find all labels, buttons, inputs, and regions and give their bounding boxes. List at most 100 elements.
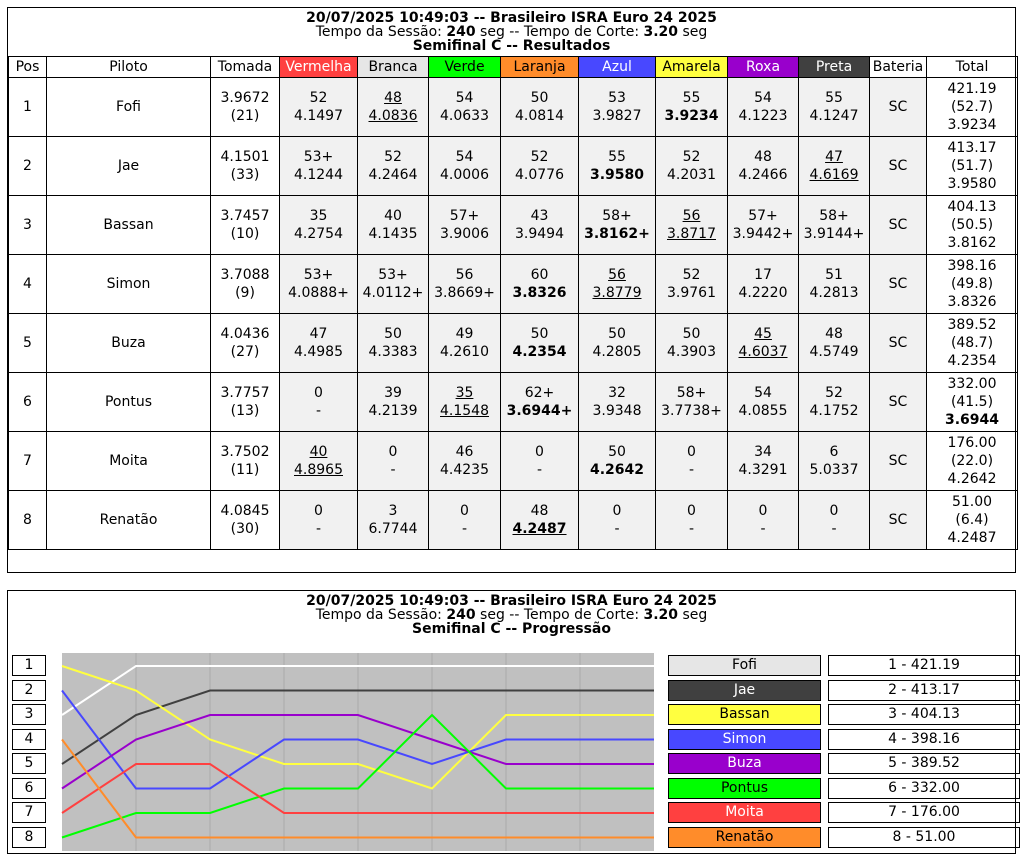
pos-cell: 8: [8, 490, 47, 550]
bateria-cell: SC: [869, 136, 927, 196]
lane-cell-laranja: 52 4.0776: [500, 136, 579, 196]
lane-cell-branca: 3 6.7744: [357, 490, 429, 550]
final-score: 5 - 389.52: [828, 753, 1020, 774]
bateria-cell: SC: [869, 195, 927, 255]
progression-area: 1 2 3 4 5 6 7 8 Fofi 1 - 421.19 Jae 2 - 413.17 Bassa…: [8, 652, 1020, 852]
lane-cell-branca: 53+ 4.0112+: [357, 254, 429, 314]
col-header-preta: Preta: [798, 56, 870, 78]
total-cell: 421.19 (52.7) 3.9234: [926, 77, 1018, 137]
tomada-cell: 3.7502 (11): [210, 431, 280, 491]
lane-cell-roxa: 34 4.3291: [727, 431, 799, 491]
bateria-cell: SC: [869, 431, 927, 491]
pos-cell: 2: [8, 136, 47, 196]
table-row: 6 Pontus 3.7757 (13) 0-39 4.2139 35 4.1548 62+ 3.…: [8, 372, 1018, 432]
lane-cell-preta: 6 5.0337: [798, 431, 870, 491]
series-line-renatão: [61, 738, 654, 839]
table-row: 4 Simon 3.7088 (9) 53+ 4.0888+ 53+ 4.0112+ 56 3.8…: [8, 254, 1018, 314]
results-table: Pos Piloto Tomada Vermelha Branca Verde Laranj…: [8, 56, 1018, 550]
results-panel: 20/07/2025 10:49:03 -- Brasileiro ISRA E…: [7, 7, 1018, 573]
lane-cell-vermelha: 40 4.8965: [279, 431, 358, 491]
prog-session-unit: seg --: [480, 607, 520, 623]
lane-cell-roxa: 57+ 3.9442+: [727, 195, 799, 255]
col-header-piloto: Piloto: [46, 56, 211, 78]
legend-item: Buza: [668, 753, 821, 774]
lane-cell-verde: 46 4.4235: [428, 431, 501, 491]
cut-label: Tempo de Corte:: [523, 24, 640, 40]
lane-cell-branca: 0-: [357, 431, 429, 491]
lane-cell-roxa: 48 4.2466: [727, 136, 799, 196]
legend-item: Moita: [668, 802, 821, 823]
lane-cell-preta: 0-: [798, 490, 870, 550]
lane-cell-roxa: 45 4.6037: [727, 313, 799, 373]
lane-cell-laranja: 48 4.2487: [500, 490, 579, 550]
position-label: 4: [12, 728, 46, 750]
pilot-name: Buza: [46, 313, 211, 373]
lane-cell-branca: 40 4.1435: [357, 195, 429, 255]
lane-cell-vermelha: 0-: [279, 490, 358, 550]
lane-cell-laranja: 0-: [500, 431, 579, 491]
lane-cell-azul: 50 4.2642: [578, 431, 656, 491]
lane-cell-amarela: 58+ 3.7738+: [655, 372, 728, 432]
prog-session-label: Tempo da Sessão:: [315, 607, 442, 623]
progression-panel: 20/07/2025 10:49:03 -- Brasileiro ISRA E…: [7, 590, 1020, 854]
lane-cell-roxa: 17 4.2220: [727, 254, 799, 314]
lane-cell-preta: 55 4.1247: [798, 77, 870, 137]
lane-cell-laranja: 50 4.0814: [500, 77, 579, 137]
pilot-name: Jae: [46, 136, 211, 196]
pos-cell: 5: [8, 313, 47, 373]
lane-cell-vermelha: 35 4.2754: [279, 195, 358, 255]
lane-cell-amarela: 52 3.9761: [655, 254, 728, 314]
final-score: 3 - 404.13: [828, 704, 1020, 725]
position-label: 5: [12, 753, 46, 774]
progression-title: 20/07/2025 10:49:03 -- Brasileiro ISRA E…: [306, 593, 717, 609]
lane-cell-branca: 52 4.2464: [357, 136, 429, 196]
table-row: 5 Buza 4.0436 (27) 47 4.4985 50 4.3383 49 4.2610 5…: [8, 313, 1018, 373]
lane-cell-preta: 58+ 3.9144+: [798, 195, 870, 255]
tomada-cell: 4.1501 (33): [210, 136, 280, 196]
results-subtitle: Semifinal C -- Resultados: [412, 38, 611, 54]
position-label: 2: [12, 679, 46, 701]
lane-cell-amarela: 50 4.3903: [655, 313, 728, 373]
table-row: 1 Fofi 3.9672 (21) 52 4.1497 48 4.0836 54 4.0633 5…: [8, 77, 1018, 137]
legend-item: Bassan: [668, 704, 821, 725]
results-title: 20/07/2025 10:49:03 -- Brasileiro ISRA E…: [306, 10, 717, 26]
total-cell: 51.00 (6.4) 4.2487: [926, 490, 1018, 550]
pilot-name: Fofi: [46, 77, 211, 137]
results-header: 20/07/2025 10:49:03 -- Brasileiro ISRA E…: [8, 8, 1015, 53]
lane-cell-branca: 50 4.3383: [357, 313, 429, 373]
lane-cell-preta: 47 4.6169: [798, 136, 870, 196]
col-header-tomada: Tomada: [210, 56, 280, 78]
total-cell: 389.52 (48.7) 4.2354: [926, 313, 1018, 373]
series-line-pontus: [61, 713, 654, 839]
series-line-bassan: [61, 665, 654, 790]
series-line-buza: [61, 714, 654, 790]
position-label: 3: [12, 704, 46, 725]
lane-cell-roxa: 54 4.1223: [727, 77, 799, 137]
tomada-cell: 3.9672 (21): [210, 77, 280, 137]
lane-cell-verde: 0-: [428, 490, 501, 550]
lane-cell-roxa: 0-: [727, 490, 799, 550]
prog-cut-unit: seg: [682, 607, 708, 623]
col-header-pos: Pos: [8, 56, 47, 78]
prog-session-value: 240: [446, 607, 476, 623]
legend-item: Pontus: [668, 777, 821, 799]
lane-cell-amarela: 52 4.2031: [655, 136, 728, 196]
col-header-total: Total: [926, 56, 1018, 78]
total-cell: 398.16 (49.8) 3.8326: [926, 254, 1018, 314]
legend-item: Renatão: [668, 826, 821, 848]
pilot-name: Pontus: [46, 372, 211, 432]
col-header-azul: Azul: [578, 56, 656, 78]
tomada-cell: 3.7457 (10): [210, 195, 280, 255]
lane-cell-preta: 52 4.1752: [798, 372, 870, 432]
lane-cell-verde: 57+ 3.9006: [428, 195, 501, 255]
lane-cell-amarela: 0-: [655, 490, 728, 550]
final-score: 1 - 421.19: [828, 655, 1020, 676]
prog-cut-label: Tempo de Corte:: [523, 607, 640, 623]
lane-cell-verde: 35 4.1548: [428, 372, 501, 432]
session-value: 240: [446, 24, 476, 40]
total-cell: 413.17 (51.7) 3.9580: [926, 136, 1018, 196]
lane-cell-laranja: 50 4.2354: [500, 313, 579, 373]
lane-cell-branca: 39 4.2139: [357, 372, 429, 432]
cut-unit: seg: [682, 24, 708, 40]
total-cell: 404.13 (50.5) 3.8162: [926, 195, 1018, 255]
